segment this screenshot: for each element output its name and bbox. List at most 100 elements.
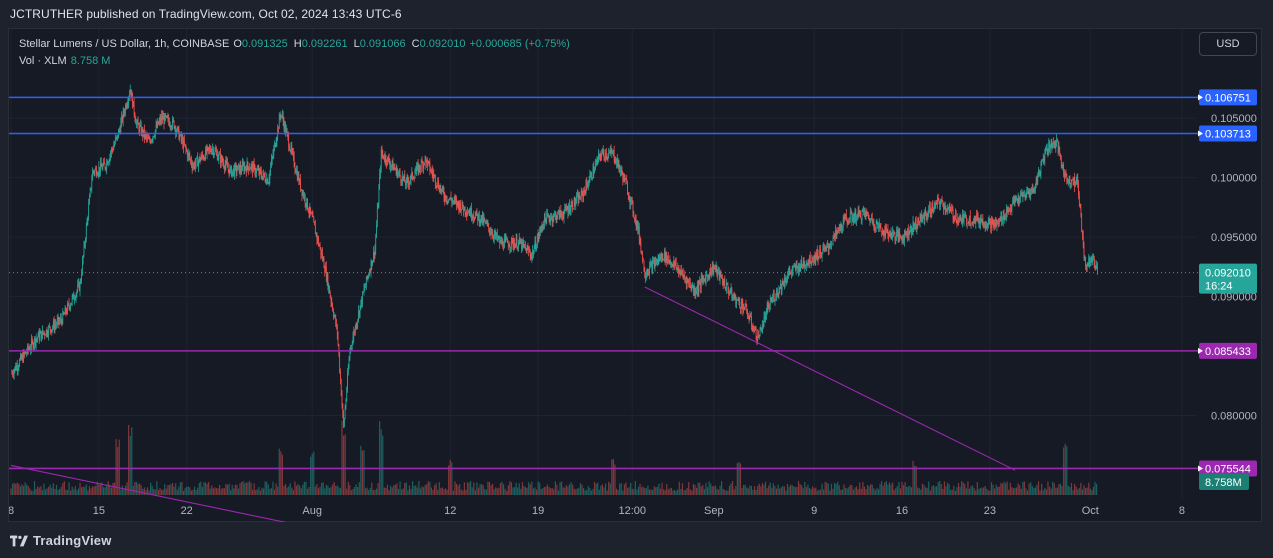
candle-body (111, 149, 113, 150)
price-chart[interactable]: 0.1050000.1000000.0950000.0900000.080000… (9, 29, 1263, 523)
candle-body (107, 162, 109, 165)
candle-body (410, 174, 412, 181)
candle-body (888, 233, 890, 237)
volume-bar (22, 485, 25, 495)
candle-body (111, 149, 112, 154)
candle-body (285, 123, 286, 133)
candle-body (873, 220, 875, 228)
candle-body (237, 165, 239, 171)
volume-bar (393, 485, 395, 495)
candle-body (170, 126, 172, 128)
candle-body (870, 219, 872, 222)
candle-body (662, 253, 664, 260)
candle-body (747, 312, 748, 318)
volume-bar (107, 481, 109, 495)
candle-body (124, 112, 126, 114)
candle-body (547, 215, 549, 217)
volume-bar (738, 461, 740, 495)
legend-symbol[interactable]: Stellar Lumens / US Dollar, 1h, COINBASE (19, 37, 230, 50)
tradingview-logo[interactable]: TradingView (10, 533, 112, 548)
candle-body (766, 306, 768, 311)
candle-body (555, 214, 556, 215)
candle-body (877, 221, 879, 228)
volume-bar (142, 488, 144, 495)
volume-bar (499, 483, 502, 495)
candle-body (748, 317, 750, 319)
candle-body (103, 161, 104, 166)
volume-bar (581, 484, 583, 495)
candle-body (947, 207, 948, 211)
candle-body (276, 137, 278, 143)
candle-body (162, 116, 164, 120)
candle-body (365, 285, 366, 288)
candle-body (681, 270, 682, 274)
candle-body (556, 217, 558, 221)
volume-tag (1199, 474, 1249, 490)
volume-bar (810, 488, 812, 495)
candle-body (1013, 200, 1014, 204)
candle-body (131, 93, 133, 97)
volume-bar (317, 488, 320, 495)
candle-body (676, 267, 678, 269)
candle-body (174, 126, 176, 129)
volume-bar (887, 484, 889, 495)
candle-body (1086, 265, 1088, 269)
volume-bar (291, 487, 293, 495)
candle-body (349, 350, 351, 359)
volume-bar (935, 486, 938, 495)
volume-bar (258, 487, 260, 495)
volume-bar (264, 481, 266, 495)
volume-bar (104, 487, 106, 495)
volume-bar (562, 487, 564, 495)
candle-body (975, 215, 977, 224)
candle-body (216, 151, 217, 153)
x-tick-label: 23 (984, 505, 996, 517)
candle-body (958, 218, 960, 222)
candle-body (323, 258, 325, 268)
volume-bar (10, 488, 12, 495)
volume-bar (622, 490, 624, 495)
volume-bar (526, 487, 528, 495)
volume-bar (642, 486, 644, 495)
volume-bar (364, 488, 367, 495)
candle-body (251, 164, 253, 166)
candle-body (419, 164, 421, 169)
volume-bar (32, 490, 34, 495)
volume-bar (372, 489, 374, 495)
volume-bar (305, 481, 307, 495)
volume-bar (408, 485, 411, 495)
candle-body (791, 270, 792, 274)
candle-body (828, 247, 830, 250)
volume-bar (413, 486, 415, 495)
candle-body (856, 213, 858, 220)
candle-body (532, 250, 533, 256)
candle-body (766, 310, 767, 319)
chart-pane[interactable]: 0.105000 0.100000 0.095000 0.090000 0.080000… (8, 28, 1263, 523)
candle-body (258, 169, 260, 175)
candle-body (928, 209, 930, 214)
candle-body (315, 233, 317, 235)
candle-body (644, 271, 646, 277)
candle-body (1055, 144, 1057, 149)
candle-body (746, 305, 748, 313)
candle-body (488, 223, 490, 229)
candle-body (711, 272, 712, 276)
candle-body (280, 115, 282, 117)
currency-button[interactable]: USD (1199, 32, 1257, 56)
candle-body (450, 197, 452, 200)
candle-body (851, 213, 853, 221)
candle-body (260, 171, 262, 177)
volume-bar (990, 482, 993, 495)
candle-body (892, 231, 893, 236)
candle-body (210, 151, 212, 153)
legend-volume-label[interactable]: Vol · XLM (19, 54, 67, 67)
volume-bar (699, 482, 701, 495)
candle-body (929, 206, 930, 210)
candle-body (246, 162, 248, 172)
candle-body (940, 201, 941, 205)
candle-body (282, 115, 283, 117)
candle-body (878, 223, 880, 227)
volume-bar (231, 484, 233, 495)
candle-body (970, 224, 972, 226)
candle-body (322, 252, 323, 260)
